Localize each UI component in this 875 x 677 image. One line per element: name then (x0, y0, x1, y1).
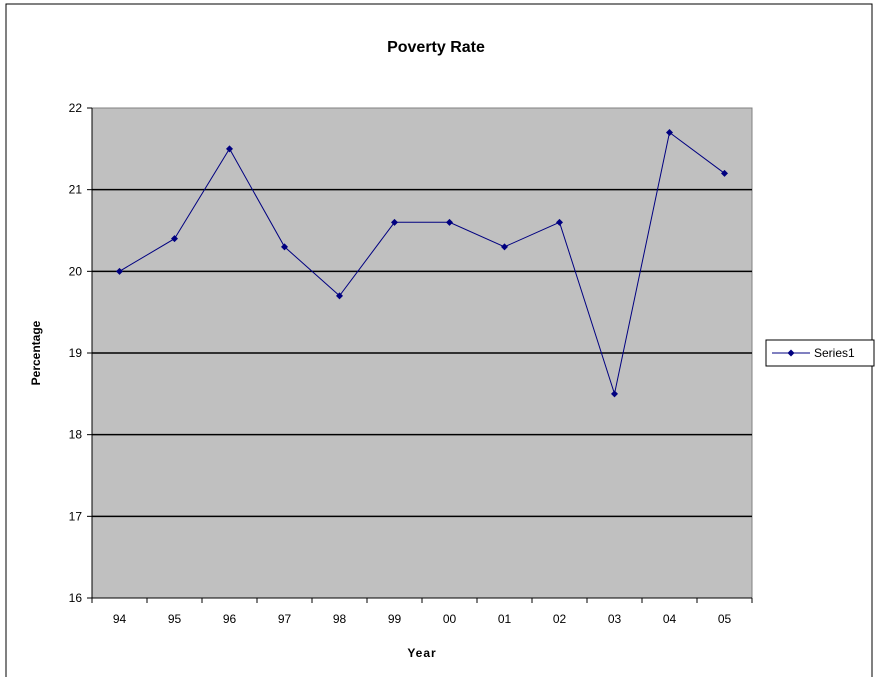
y-tick-label: 21 (69, 183, 83, 197)
data-point (116, 267, 123, 275)
x-tick-label: 99 (388, 612, 402, 626)
y-axis: 16 17 18 19 20 21 22 (69, 101, 93, 605)
x-tick-label: 01 (498, 612, 512, 626)
y-tick-label: 17 (69, 509, 83, 523)
gridlines (92, 188, 752, 518)
x-axis: 94 95 96 97 98 99 00 01 02 03 04 05 (91, 597, 753, 626)
data-point (611, 390, 618, 398)
data-point (226, 145, 233, 153)
data-point (281, 243, 288, 251)
data-point (556, 218, 563, 226)
chart-title: Poverty Rate (387, 39, 485, 56)
x-tick-label: 05 (718, 612, 732, 626)
x-tick-label: 97 (278, 612, 292, 626)
data-point (336, 292, 343, 300)
y-tick-label: 22 (69, 101, 83, 115)
data-point (721, 169, 728, 177)
y-tick-label: 20 (69, 264, 83, 278)
data-point (446, 218, 453, 226)
x-tick-label: 03 (608, 612, 622, 626)
legend-series-marker (787, 349, 795, 357)
y-tick-label: 18 (69, 428, 83, 442)
x-tick-label: 04 (663, 612, 677, 626)
x-tick-label: 96 (223, 612, 237, 626)
x-tick-label: 94 (113, 612, 127, 626)
legend-box (765, 339, 875, 367)
data-point (666, 129, 673, 136)
x-tick-label: 98 (333, 612, 347, 626)
data-point (171, 235, 178, 243)
x-tick-label: 00 (443, 612, 457, 626)
x-axis-label: Year (407, 646, 436, 660)
legend: Series1 (765, 339, 875, 367)
legend-series-label: Series1 (814, 346, 855, 360)
y-tick-label: 19 (69, 346, 83, 360)
x-tick-label: 02 (553, 612, 567, 626)
y-tick-label: 16 (69, 591, 83, 605)
series-line (119, 131, 725, 396)
data-point (391, 218, 398, 226)
data-point (501, 243, 508, 251)
x-tick-label: 95 (168, 612, 182, 626)
y-axis-label: Percentage (29, 320, 43, 385)
series-group (116, 129, 728, 398)
